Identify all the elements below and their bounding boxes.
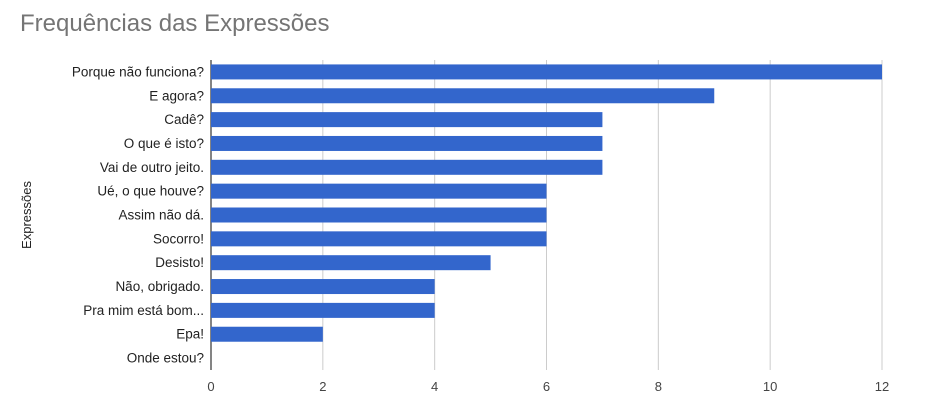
bar-10 [211,302,435,318]
category-label-5: Ué, o que houve? [97,184,204,199]
bar-0 [211,64,882,80]
x-tick-label-10: 10 [763,379,777,394]
bars [211,64,882,342]
category-label-0: Porque não funciona? [72,64,204,79]
bar-11 [211,326,323,342]
category-label-9: Não, obrigado. [115,279,204,294]
category-label-1: E agora? [149,88,204,103]
category-label-8: Desisto! [155,255,204,270]
bar-4 [211,159,603,175]
category-label-6: Assim não dá. [118,208,204,223]
x-tick-label-6: 6 [543,379,550,394]
category-label-12: Onde estou? [127,351,204,366]
bar-6 [211,207,547,223]
x-tick-label-8: 8 [655,379,662,394]
chart-title: Frequências das Expressões [20,10,330,37]
bar-7 [211,231,547,247]
category-label-2: Cadê? [164,112,204,127]
bar-5 [211,183,547,199]
bar-3 [211,135,603,151]
category-label-10: Pra mim está bom... [83,303,204,318]
x-tick-label-2: 2 [319,379,326,394]
category-label-11: Epa! [176,327,204,342]
y-axis-title: Expressões [19,181,34,249]
category-label-7: Socorro! [153,231,204,246]
category-label-4: Vai de outro jeito. [100,160,204,175]
x-tick-label-4: 4 [431,379,438,394]
x-tick-labels: 0 2 4 6 8 10 12 [207,379,889,394]
bar-8 [211,255,491,271]
bar-9 [211,279,435,295]
bar-1 [211,88,715,104]
category-label-3: O que é isto? [124,136,204,151]
x-tick-label-12: 12 [875,379,889,394]
category-labels: Porque não funciona? E agora? Cadê? O que é… [72,64,204,365]
x-tick-label-0: 0 [207,379,214,394]
bar-2 [211,112,603,128]
